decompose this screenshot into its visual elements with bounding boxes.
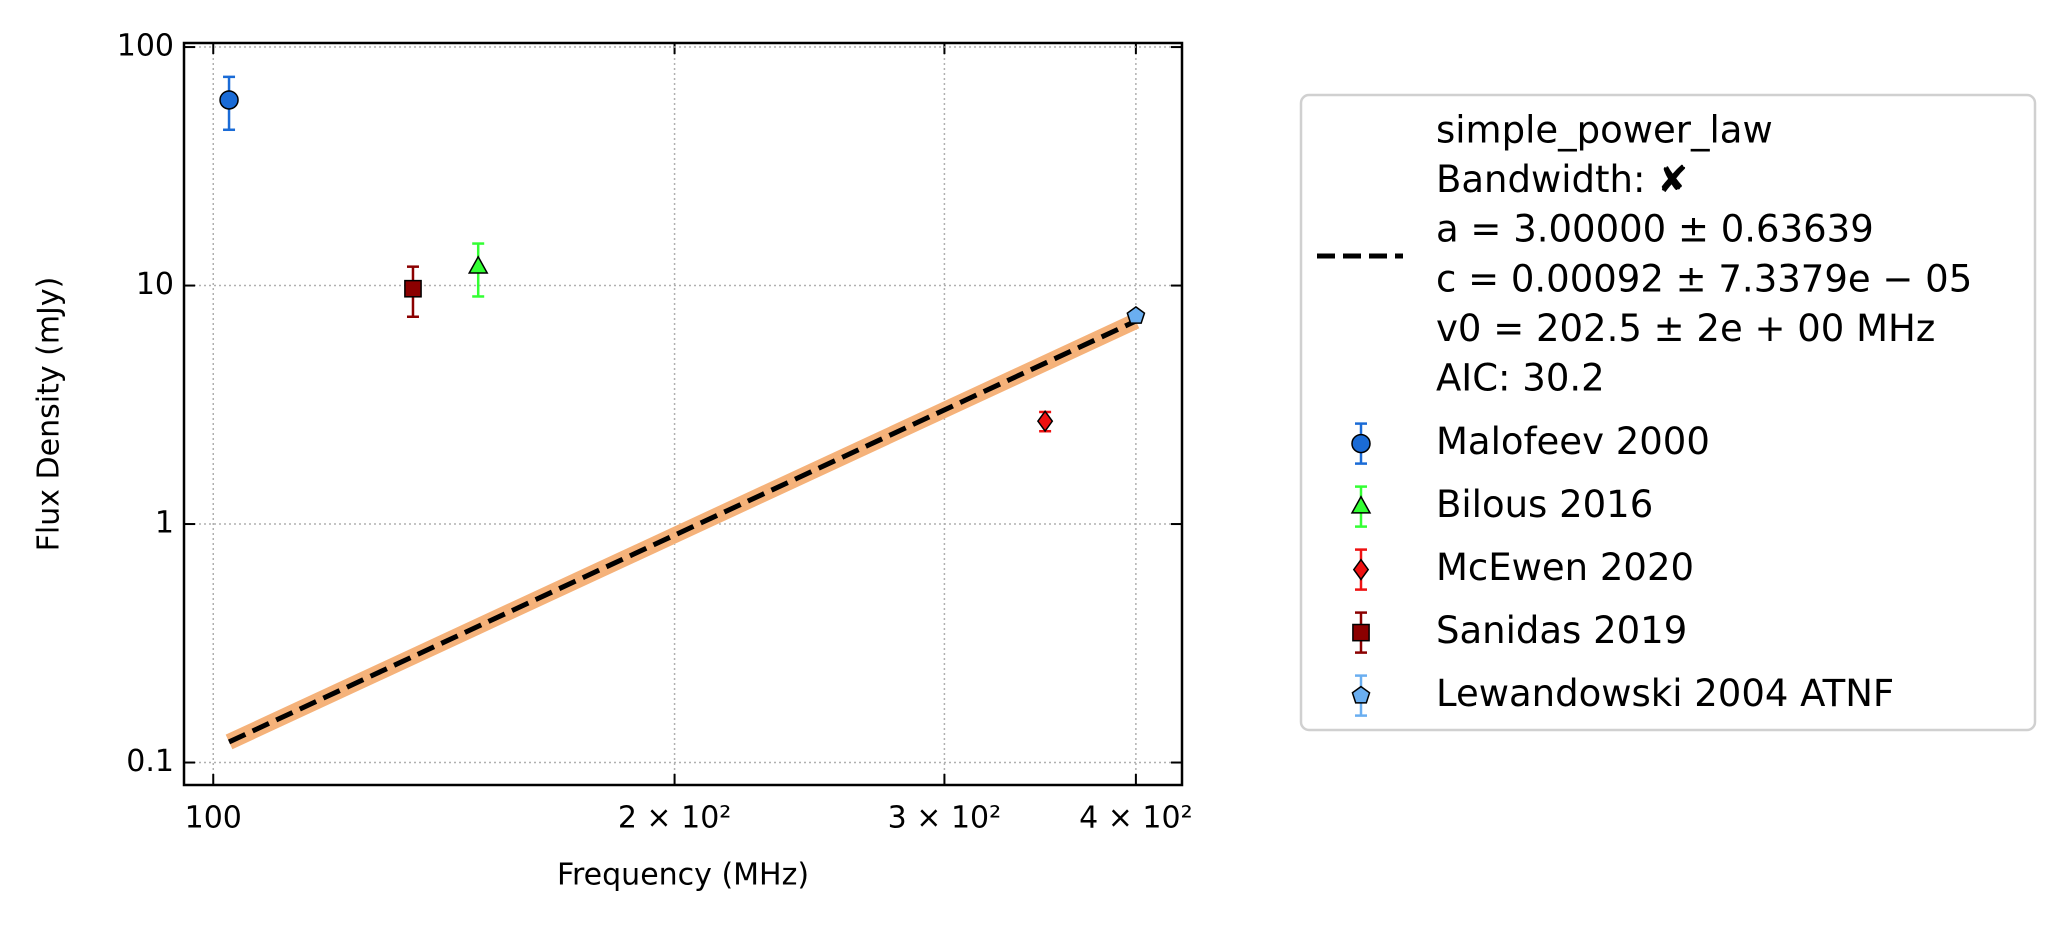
marker	[1126, 305, 1146, 324]
marker	[1352, 558, 1370, 581]
x-tick-label: 2 × 10²	[618, 801, 732, 836]
marker	[1350, 495, 1372, 514]
legend-label: Lewandowski 2004 ATNF	[1436, 672, 1894, 715]
x-axis-label: Frequency (MHz)	[557, 858, 809, 893]
legend-label: simple_power_law	[1436, 109, 1773, 152]
legend-label: Malofeev 2000	[1436, 420, 1710, 463]
marker	[1036, 409, 1054, 433]
y-tick-label: 10	[136, 267, 174, 302]
legend-label: Bilous 2016	[1436, 483, 1653, 526]
x-tick-label: 3 × 10²	[888, 801, 1002, 836]
fit-line	[227, 318, 1137, 745]
legend-label: a = 3.00000 ± 0.63639	[1436, 208, 1874, 251]
y-tick-label: 0.1	[126, 744, 174, 779]
legend-label: c = 0.00092 ± 7.3379e − 05	[1436, 257, 1972, 300]
legend-label: McEwen 2020	[1436, 546, 1694, 589]
marker	[404, 279, 422, 298]
marker	[1351, 685, 1371, 704]
y-tick-label: 1	[155, 506, 174, 541]
legend-label: Sanidas 2019	[1436, 609, 1687, 652]
legend: simple_power_law Bandwidth: ✘ a = 3.00000 …	[1317, 109, 1972, 717]
marker	[467, 255, 489, 274]
marker	[1352, 623, 1370, 642]
legend-label: Bandwidth: ✘	[1436, 158, 1688, 201]
plot-frame	[182, 41, 1184, 787]
legend-label: v0 = 202.5 ± 2e + 00 MHz	[1436, 307, 1935, 350]
y-tick-label: 100	[117, 29, 174, 64]
legend-box	[1299, 93, 2037, 732]
marker	[1351, 433, 1371, 454]
x-tick-label: 4 × 10²	[1079, 801, 1193, 836]
x-tick-label: 100	[185, 801, 242, 836]
marker	[219, 90, 239, 110]
legend-label: AIC: 30.2	[1436, 357, 1605, 400]
y-axis-label: Flux Density (mJy)	[32, 277, 67, 552]
